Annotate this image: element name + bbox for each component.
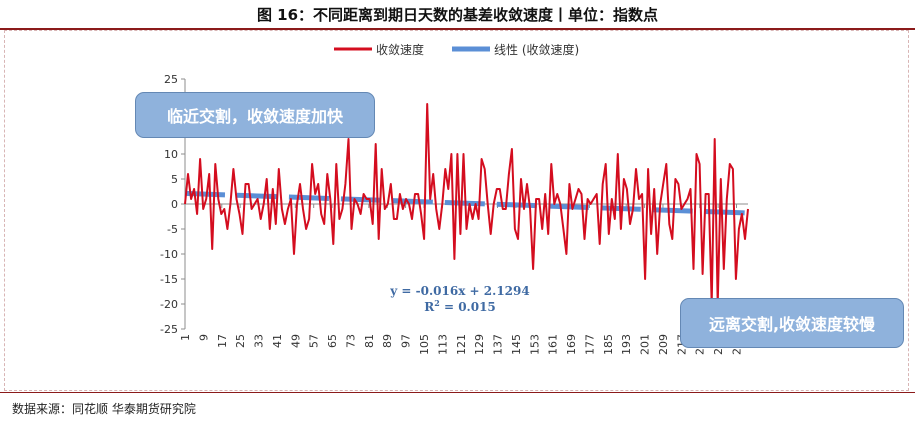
- y-tick-label: 25: [164, 73, 178, 86]
- y-tick-label: 0: [171, 198, 178, 211]
- y-tick-label: -20: [160, 298, 178, 311]
- x-tick-label: 169: [565, 334, 578, 355]
- regression-formula: y = -0.016x + 2.1294: [390, 284, 530, 298]
- x-tick-label: 145: [510, 334, 523, 355]
- regression-equation: y = -0.016x + 2.1294 R2 = 0.015: [380, 284, 540, 314]
- x-tick-label: 161: [547, 334, 560, 355]
- x-tick-label: 201: [639, 334, 652, 355]
- plot-border: [4, 30, 909, 391]
- y-tick-label: 5: [171, 173, 178, 186]
- x-tick-label: 25: [234, 334, 247, 348]
- x-tick-label: 121: [455, 334, 468, 355]
- r2-value: = 0.015: [439, 300, 496, 314]
- r2-symbol: R: [424, 300, 435, 314]
- callout-far-delivery: 远离交割,收敛速度较慢: [680, 298, 904, 348]
- x-tick-label: 153: [528, 334, 541, 355]
- legend-label-trend: 线性 (收敛速度): [494, 42, 579, 57]
- y-tick-label: 10: [164, 148, 178, 161]
- chart-title: 图 16：不同距离到期日天数的基差收敛速度丨单位：指数点: [256, 6, 659, 24]
- x-tick-label: 81: [363, 334, 376, 348]
- y-tick-label: -10: [160, 248, 178, 261]
- x-tick-label: 41: [271, 334, 284, 348]
- y-tick-label: -15: [160, 273, 178, 286]
- regression-r2: R2 = 0.015: [424, 298, 496, 314]
- title-bar: [0, 0, 915, 30]
- y-tick-label: -25: [160, 323, 178, 336]
- x-tick-label: 129: [473, 334, 486, 355]
- x-tick-label: 185: [602, 334, 615, 355]
- series-line: [184, 103, 749, 305]
- x-tick-label: 137: [492, 334, 505, 355]
- x-tick-label: 97: [400, 334, 413, 348]
- x-tick-label: 73: [344, 334, 357, 348]
- series-path-convergence-speed: [184, 103, 749, 305]
- x-tick-label: 113: [436, 334, 449, 355]
- y-tick-label: -5: [167, 223, 178, 236]
- callout-near-delivery: 临近交割，收敛速度加快: [135, 92, 375, 138]
- x-tick-label: 9: [197, 334, 210, 341]
- legend: 收敛速度 线性 (收敛速度): [334, 42, 579, 57]
- x-tick-label: 1: [179, 334, 192, 341]
- source-divider: [0, 392, 915, 393]
- x-tick-label: 177: [583, 334, 596, 355]
- x-tick-label: 49: [289, 334, 302, 348]
- x-tick-label: 57: [308, 334, 321, 348]
- source-note: 数据来源：同花顺 华泰期货研究院: [12, 402, 196, 416]
- x-tick-label: 65: [326, 334, 339, 348]
- x-tick-label: 193: [620, 334, 633, 355]
- x-tick-label: 105: [418, 334, 431, 355]
- legend-label-series: 收敛速度: [376, 42, 424, 57]
- x-tick-label: 89: [381, 334, 394, 348]
- x-tick-label: 17: [216, 334, 229, 348]
- x-tick-label: 33: [253, 334, 266, 348]
- x-tick-label: 209: [657, 334, 670, 355]
